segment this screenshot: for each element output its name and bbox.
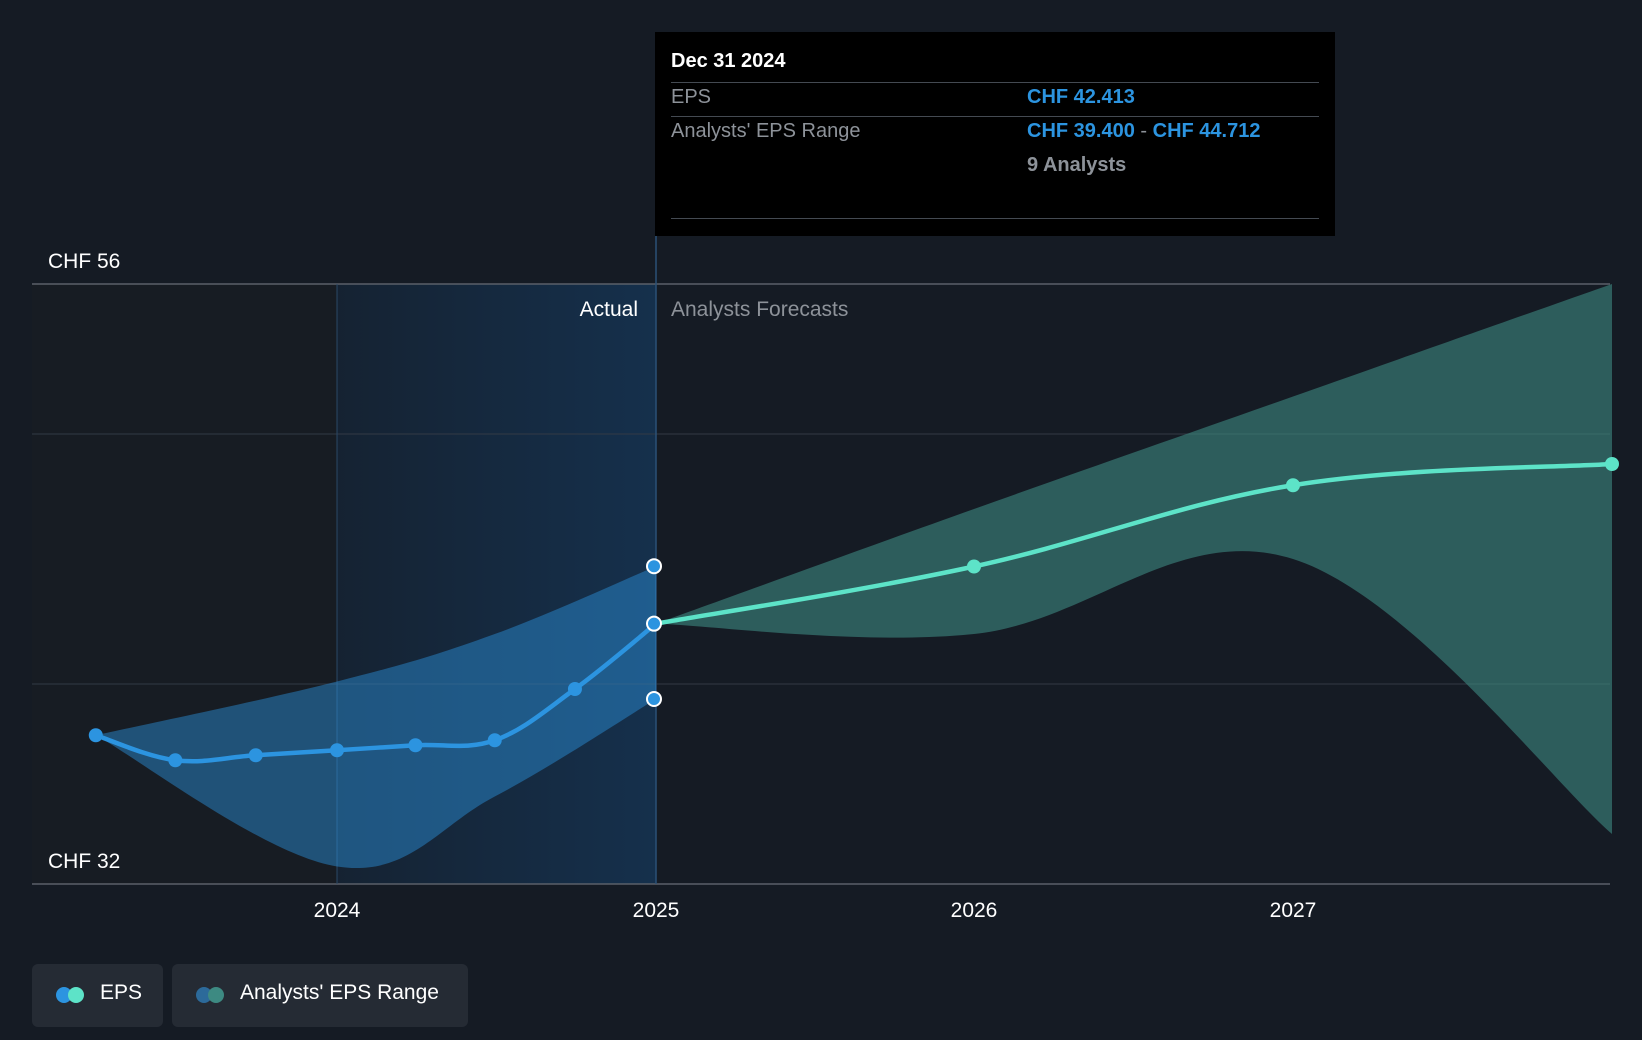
eps-point-actual[interactable] (330, 743, 344, 758)
eps-point-actual[interactable] (646, 615, 662, 632)
range-low-point[interactable] (646, 691, 662, 707)
past-background (32, 284, 337, 884)
eps-range-band-forecast (656, 284, 1612, 834)
tooltip-eps-label: EPS (671, 86, 712, 108)
forecast-label: Analysts Forecasts (671, 298, 848, 321)
eps-point-actual[interactable] (168, 753, 183, 768)
x-tick-label-2027: 2027 (1270, 899, 1317, 922)
eps-line-forecast (653, 461, 1615, 626)
tooltip-divider (671, 82, 1319, 83)
range-high-point[interactable] (646, 558, 662, 575)
tooltip-date: Dec 31 2024 (671, 50, 786, 72)
y-tick-label-min: CHF 32 (48, 850, 120, 873)
tooltip-eps-value: CHF 42.413 (1027, 86, 1135, 108)
actual-region-background (337, 284, 656, 884)
eps-range-band-actual (95, 566, 656, 869)
eps-point-actual[interactable] (487, 733, 502, 748)
eps-point-forecast[interactable] (1605, 457, 1619, 471)
tooltip-range-low: CHF 39.400 (1027, 120, 1135, 142)
legend-label-eps: EPS (100, 981, 143, 1004)
x-tick-label-2025: 2025 (633, 899, 680, 922)
tooltip-analyst-count: 9 Analysts (1027, 154, 1127, 176)
eps-point-forecast[interactable] (967, 559, 981, 574)
eps-point-forecast[interactable] (1286, 478, 1300, 493)
tooltip-range-high: CHF 44.712 (1152, 120, 1261, 142)
eps-point-actual[interactable] (408, 738, 423, 753)
legend-item-range[interactable]: Analysts' EPS Range (172, 964, 468, 1027)
tooltip-range-label: Analysts' EPS Range (671, 120, 861, 142)
tooltip: Dec 31 2024 EPS CHF 42.413 Analysts' EPS… (655, 32, 1335, 236)
x-tick-label-2026: 2026 (951, 899, 998, 922)
tooltip-range-value: CHF 39.400 - CHF 44.712 (1027, 120, 1260, 143)
legend-item-eps[interactable]: EPS (32, 964, 163, 1027)
legend-swatch-forecast (68, 987, 84, 1003)
legend-swatch-range-forecast (208, 987, 224, 1003)
eps-point-actual[interactable] (88, 728, 103, 743)
legend-label-range: Analysts' EPS Range (240, 981, 439, 1004)
tooltip-range-separator: - (1140, 120, 1148, 142)
y-tick-label-max: CHF 56 (48, 250, 120, 273)
eps-point-actual[interactable] (567, 682, 582, 696)
x-tick-label-2024: 2024 (314, 899, 361, 922)
tooltip-divider (671, 218, 1319, 219)
actual-label: Actual (580, 298, 638, 321)
eps-point-actual[interactable] (248, 748, 263, 763)
tooltip-divider (671, 116, 1319, 117)
